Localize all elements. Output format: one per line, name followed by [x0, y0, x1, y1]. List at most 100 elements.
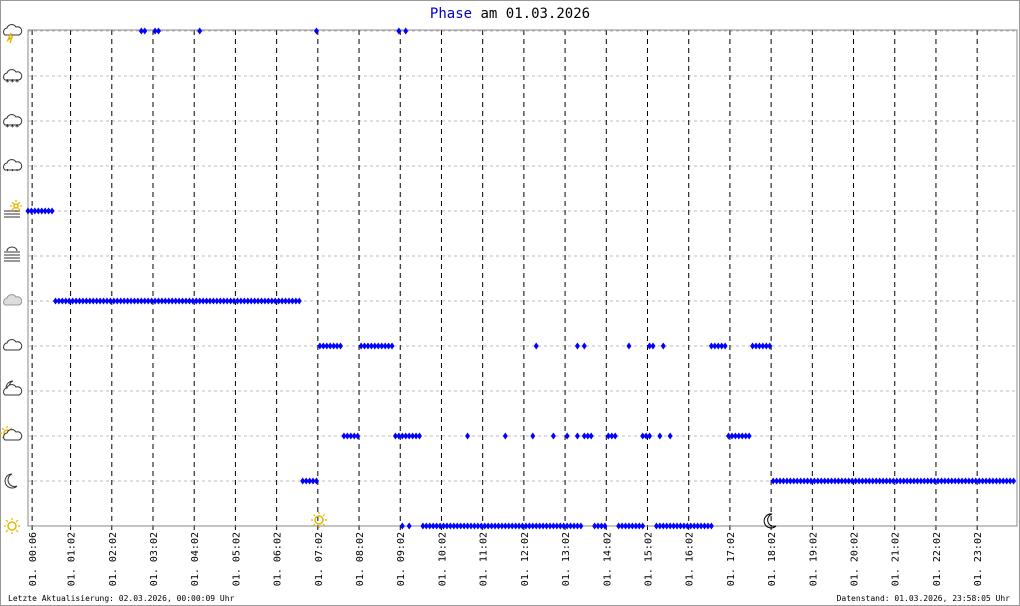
point — [619, 522, 625, 530]
point — [904, 477, 910, 485]
point — [114, 297, 120, 305]
point — [949, 477, 955, 485]
x-tick-label: 01. 17:02 — [726, 532, 737, 586]
point — [406, 432, 412, 440]
point — [509, 522, 515, 530]
precip: ''' — [5, 168, 19, 177]
point — [708, 342, 714, 350]
point — [399, 432, 405, 440]
point — [811, 477, 817, 485]
point — [715, 342, 721, 350]
point — [726, 432, 732, 440]
point — [911, 477, 917, 485]
point — [825, 477, 831, 485]
point — [959, 477, 965, 485]
point — [327, 342, 333, 350]
point — [173, 297, 179, 305]
point — [276, 297, 282, 305]
cloud — [3, 294, 23, 306]
point — [97, 297, 103, 305]
y-icon — [3, 294, 23, 306]
point — [410, 432, 416, 440]
point — [451, 522, 457, 530]
point — [578, 522, 584, 530]
point — [423, 522, 429, 530]
point — [588, 432, 594, 440]
point — [616, 522, 622, 530]
point — [787, 477, 793, 485]
point — [355, 432, 361, 440]
point — [520, 522, 525, 530]
y-icon — [4, 518, 20, 534]
point — [234, 297, 240, 305]
point — [513, 522, 519, 530]
cloud — [3, 339, 23, 351]
point — [873, 477, 879, 485]
point — [722, 342, 728, 350]
point — [557, 522, 563, 530]
point — [684, 522, 690, 530]
point — [73, 297, 79, 305]
point — [1000, 477, 1006, 485]
point — [499, 522, 505, 530]
point — [142, 297, 148, 305]
y-icon — [4, 246, 20, 262]
point — [732, 432, 738, 440]
point — [35, 207, 41, 215]
point — [221, 297, 227, 305]
point — [914, 477, 920, 485]
point — [653, 522, 659, 530]
sunrise-icon — [311, 512, 327, 528]
point — [705, 522, 711, 530]
point — [547, 522, 553, 530]
x-tick-label: 01. 10:02 — [437, 532, 448, 586]
point — [592, 522, 598, 530]
x-tick-label: 01. 20:02 — [850, 532, 861, 586]
x-tick-label: 01. 23:02 — [973, 532, 984, 586]
point — [650, 342, 656, 350]
point — [736, 432, 742, 440]
point — [502, 522, 508, 530]
point — [962, 477, 968, 485]
point — [671, 522, 677, 530]
point — [142, 27, 148, 35]
point — [444, 522, 450, 530]
point — [224, 297, 230, 305]
point — [207, 297, 213, 305]
point — [193, 297, 199, 305]
point — [238, 297, 244, 305]
point — [125, 297, 131, 305]
point — [987, 477, 993, 485]
point — [564, 432, 570, 440]
point — [307, 477, 313, 485]
point — [763, 342, 769, 350]
point — [530, 432, 536, 440]
point — [859, 477, 865, 485]
point — [313, 27, 319, 35]
point — [471, 522, 477, 530]
point — [983, 477, 989, 485]
point — [643, 432, 649, 440]
point — [204, 297, 210, 305]
point — [468, 522, 474, 530]
point — [42, 207, 48, 215]
y-icon — [4, 200, 22, 218]
point — [1011, 477, 1017, 485]
point — [688, 522, 694, 530]
point — [458, 522, 464, 530]
point — [798, 477, 804, 485]
fog-top — [6, 246, 18, 252]
point — [602, 522, 608, 530]
point — [574, 342, 580, 350]
point — [403, 27, 409, 35]
point — [90, 297, 96, 305]
point — [774, 477, 780, 485]
point — [877, 477, 883, 485]
point — [664, 522, 670, 530]
point — [180, 297, 186, 305]
point — [152, 27, 158, 35]
point — [794, 477, 800, 485]
point — [492, 522, 498, 530]
point — [365, 342, 371, 350]
point — [973, 477, 979, 485]
